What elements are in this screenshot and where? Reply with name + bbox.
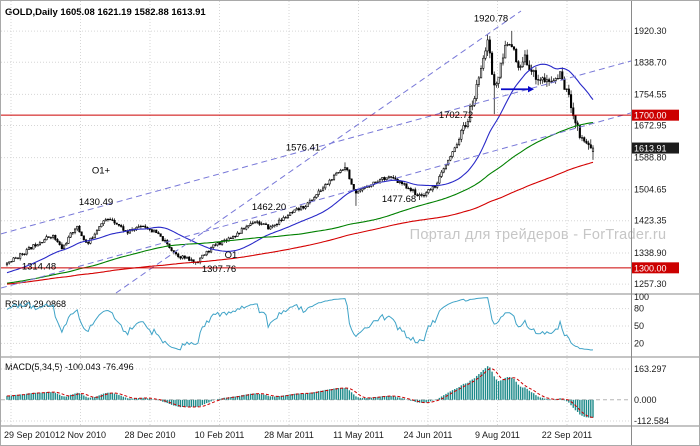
annotations-layer: 1920.78 1702.72 1576.41 1430.49 1462.20 1477.… <box>22 13 508 275</box>
date-label: 28 Mar 2011 <box>264 430 314 440</box>
svg-text:1838.70: 1838.70 <box>634 57 667 67</box>
moving-averages-layer <box>6 63 594 285</box>
svg-text:1754.55: 1754.55 <box>634 89 667 99</box>
svg-text:1700.00: 1700.00 <box>634 111 667 121</box>
date-label: 10 Feb 2011 <box>195 430 245 440</box>
svg-text:163.297: 163.297 <box>634 364 667 374</box>
macd-layer <box>6 366 594 418</box>
svg-text:0.000: 0.000 <box>634 395 657 405</box>
chart-title-ohlc: GOLD,Daily 1605.08 1621.19 1582.88 1613.… <box>5 7 206 18</box>
svg-text:100: 100 <box>634 292 649 302</box>
date-label: 29 Sep 2010 <box>4 430 55 440</box>
drawing-objects-layer <box>1 10 631 294</box>
svg-text:1338.90: 1338.90 <box>634 248 667 258</box>
price-annotation: 1307.76 <box>202 264 236 275</box>
date-label: 28 Dec 2010 <box>124 430 175 440</box>
date-label: 12 Nov 2010 <box>55 430 106 440</box>
svg-text:1504.65: 1504.65 <box>634 185 667 195</box>
svg-text:1423.35: 1423.35 <box>634 216 667 226</box>
price-annotation: 1576.41 <box>286 143 320 154</box>
svg-text:1672.95: 1672.95 <box>634 121 667 131</box>
price-annotation: 1430.49 <box>79 197 113 208</box>
svg-text:80: 80 <box>634 304 644 314</box>
price-annotation: O1+ <box>92 166 111 177</box>
rsi-title: RSI(9) 29.0868 <box>5 299 66 309</box>
rsi-layer <box>6 297 594 351</box>
price-annotation: 1477.68 <box>382 194 416 205</box>
date-label: 9 Aug 2011 <box>475 430 520 440</box>
current-price-label <box>632 142 679 154</box>
date-label: 24 Jun 2011 <box>404 430 453 440</box>
candles-layer <box>5 30 595 267</box>
price-annotation: 1462.20 <box>252 202 286 213</box>
price-level-label <box>632 109 679 121</box>
svg-text:1920.30: 1920.30 <box>634 26 667 36</box>
svg-text:50: 50 <box>634 321 644 331</box>
price-level-label <box>632 262 679 274</box>
svg-text:1613.91: 1613.91 <box>634 144 667 154</box>
date-label: 22 Sep 2011 <box>542 430 592 440</box>
price-axis[interactable]: 1920.30 1838.70 1754.55 1672.95 1588.80 1504.… <box>632 26 679 426</box>
price-annotation: O1 <box>225 250 238 261</box>
svg-text:1300.00: 1300.00 <box>634 263 667 273</box>
price-annotation: 1702.72 <box>439 110 473 121</box>
watermark: Портал для трейдеров - ForTrader.ru <box>410 227 667 243</box>
price-annotation: 1920.78 <box>474 13 508 24</box>
price-annotation: 1314.48 <box>22 262 56 273</box>
date-label: 11 May 2011 <box>333 430 384 440</box>
date-axis[interactable]: 29 Sep 2010 12 Nov 2010 28 Dec 2010 10 Feb … <box>4 430 592 440</box>
svg-text:1588.80: 1588.80 <box>634 153 667 163</box>
svg-text:-112.584: -112.584 <box>634 416 669 426</box>
svg-text:20: 20 <box>634 338 644 348</box>
macd-title: MACD(5,34,5) -100.043 -76.496 <box>5 362 134 372</box>
svg-text:1257.30: 1257.30 <box>634 279 667 289</box>
